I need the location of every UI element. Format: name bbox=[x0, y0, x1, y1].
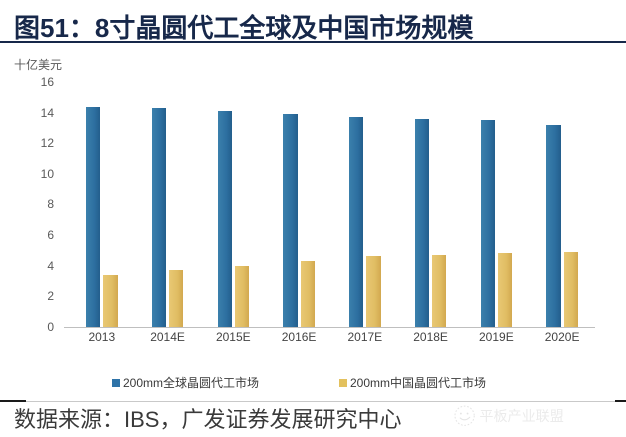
svg-text:平板产业联盟: 平板产业联盟 bbox=[479, 408, 563, 424]
